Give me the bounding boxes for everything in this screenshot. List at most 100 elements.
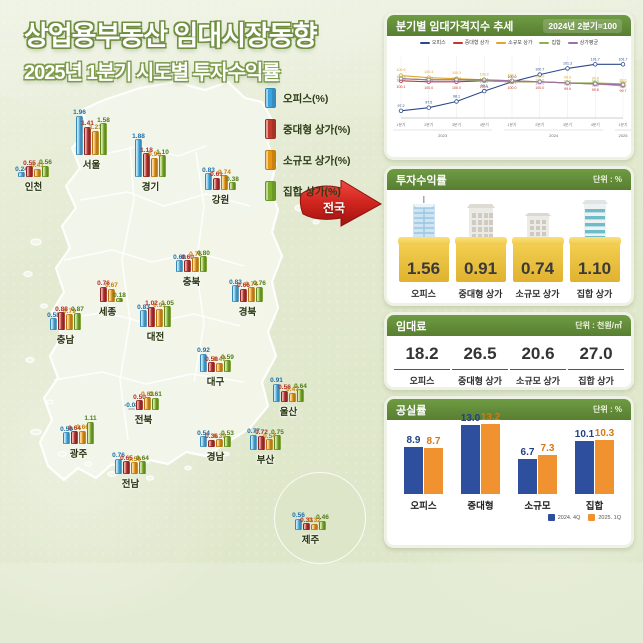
vacancy-legend-label: 2025. 1Q <box>598 514 621 521</box>
investment-value: 0.91 <box>463 259 498 278</box>
region-bar-value: 0.18 <box>113 291 126 299</box>
region-bar-value: 1.02 <box>145 300 158 308</box>
pedestal-top <box>454 237 507 245</box>
region-bar-3: 0.46 <box>316 514 329 530</box>
region-bar-value: 0.61 <box>149 391 162 399</box>
line-legend-swatch-icon <box>452 41 463 44</box>
svg-text:99.8: 99.8 <box>592 88 599 92</box>
region-bar-3: 0.80 <box>197 250 210 272</box>
pedestal: 1.56 <box>397 237 450 282</box>
region-bar-value: -0.08 <box>124 401 139 409</box>
rent-values-row: 18.2 오피스 26.5 중대형 상가 20.6 소규모 상가 27.0 집합 상가 <box>387 336 631 387</box>
region-name: 경북 <box>238 307 257 318</box>
vacancy-group-2: 6.7 7.3 소규모 <box>518 416 557 512</box>
title-line-2: 2025년 1분기 시도별 투자수익률 <box>24 62 281 84</box>
vacancy-bar-value: 6.7 <box>520 446 535 458</box>
region-bar-0: 0.76 <box>112 452 125 474</box>
region-name: 전북 <box>134 415 153 426</box>
svg-text:99.8: 99.8 <box>592 76 599 80</box>
region-bar-value: 0.64 <box>136 454 149 462</box>
line-legend-label: 오피스 <box>431 40 446 46</box>
vacancy-bar-value: 13.0 <box>460 413 481 425</box>
pedestal: 1.10 <box>568 237 621 282</box>
line-legend-swatch-icon <box>567 41 578 44</box>
region-bar-value: 0.61 <box>210 171 223 179</box>
investment-value: 1.56 <box>406 259 441 278</box>
region-bar-value: 0.66 <box>76 424 89 432</box>
region-bar-value: 0.36 <box>205 433 218 441</box>
region-bar-0: 0.60 <box>173 254 186 272</box>
svg-text:97.5: 97.5 <box>425 101 432 105</box>
investment-title: 투자수익률 <box>396 174 447 187</box>
investment-column-3: 1.10 <box>568 196 622 282</box>
region-name: 서울 <box>82 160 101 171</box>
vacancy-label: 집합 <box>585 501 604 512</box>
region-bar-0: 0.54 <box>197 430 210 447</box>
vacancy-bar-value: 7.3 <box>540 443 555 455</box>
region-bar-3: 0.64 <box>136 455 149 474</box>
region-bar-value: 0.66 <box>237 282 250 290</box>
vacancy-legend-item-0: 2024. 4Q <box>547 514 580 521</box>
investment-column-2: 0.74 <box>511 196 565 282</box>
region-bar-2: 0.79 <box>63 308 76 330</box>
map-region-11: 0.91 0.56 0.47 0.64 울산 <box>270 360 307 418</box>
map-legend: 오피스(%) 중대형 상가(%) 소규모 상가(%) 집합 상가(%) <box>265 88 351 212</box>
region-bars: 0.60 0.60 0.75 0.80 <box>173 230 210 272</box>
region-bars: 0.83 1.02 0.91 1.05 <box>137 285 174 327</box>
region-bar-3: 0.53 <box>221 430 234 447</box>
region-bar-1: 0.55 <box>23 160 36 177</box>
region-bar-value: 0.53 <box>221 429 234 437</box>
investment-label-1: 중대형 상가 <box>458 289 503 299</box>
region-bar-value: 0.83 <box>229 278 242 286</box>
region-name: 세종 <box>98 307 117 318</box>
region-bar-value: 1.10 <box>156 148 169 156</box>
rent-column-0: 18.2 오피스 <box>394 344 450 387</box>
map-region-13: 0.54 0.36 0.39 0.53 경남 <box>197 405 234 463</box>
investment-value: 1.10 <box>577 259 612 278</box>
region-bar-1: 0.88 <box>55 306 68 330</box>
line-legend-2: 소규모 상가 <box>496 39 532 46</box>
svg-text:100.0: 100.0 <box>535 86 544 90</box>
svg-text:100.2: 100.2 <box>480 72 489 76</box>
region-bar-3: 0.87 <box>71 306 84 330</box>
legend-label: 오피스(%) <box>283 92 329 105</box>
region-bar-value: 0.67 <box>105 282 118 290</box>
svg-text:100.1: 100.1 <box>508 81 517 85</box>
region-bar-1: 1.41 <box>81 120 94 155</box>
svg-text:100.0: 100.0 <box>535 78 544 82</box>
map-region-9: 0.92 0.50 0.47 0.59 대구 <box>197 330 234 388</box>
vacancy-bar-value: 10.3 <box>594 427 615 439</box>
svg-text:100.3: 100.3 <box>452 71 461 75</box>
region-bar-value: 0.58 <box>47 311 60 319</box>
svg-text:100.0: 100.0 <box>535 74 544 78</box>
arrow-label: 전국 <box>323 201 346 215</box>
rent-panel: 임대료 단위 : 천원/㎡ 18.2 오피스 26.5 중대형 상가 20.6 소규모 상… <box>384 312 634 390</box>
region-bar-2: 0.47 <box>213 356 226 372</box>
svg-text:100.2: 100.2 <box>424 76 433 80</box>
rent-value: 20.6 <box>521 344 555 363</box>
rent-label: 소규모 상가 <box>510 369 566 387</box>
korea-map: 0.24 0.55 0.41 0.56 인천 1.96 1.41 1.21 1.58 서울 1.88… <box>0 60 380 564</box>
svg-text:100.3: 100.3 <box>397 75 406 79</box>
region-bar-1: 0.36 <box>205 433 218 447</box>
building-icon <box>519 196 557 242</box>
line-legend-0: 오피스 <box>419 39 446 46</box>
svg-text:100.2: 100.2 <box>452 76 461 80</box>
region-bar-1: 1.02 <box>145 300 158 327</box>
rent-label: 집합 상가 <box>568 369 624 387</box>
rent-column-1: 26.5 중대형 상가 <box>452 344 508 387</box>
line-legend-4: 상가평균 <box>567 39 598 46</box>
region-bar-value: 1.21 <box>89 124 102 132</box>
region-bar-2: 0.32 <box>308 517 321 530</box>
investment-panel: 투자수익률 단위 : % 1.56 0.91 0.74 1.10 오피스 중대형 상가 소… <box>384 166 634 306</box>
rent-unit: 단위 : 천원/㎡ <box>575 321 622 330</box>
legend-swatch-icon <box>265 88 276 108</box>
building-icon <box>405 196 443 242</box>
region-bar-2: 0.41 <box>31 162 44 177</box>
region-bar-3: 0.64 <box>294 383 307 402</box>
region-bar-2: 0.96 <box>148 151 161 177</box>
region-bar-value: 0.50 <box>133 393 146 401</box>
svg-text:100.4: 100.4 <box>424 70 433 74</box>
vacancy-bar-pair: 10.1 10.3 <box>575 416 614 494</box>
rent-title: 임대료 <box>396 320 427 333</box>
